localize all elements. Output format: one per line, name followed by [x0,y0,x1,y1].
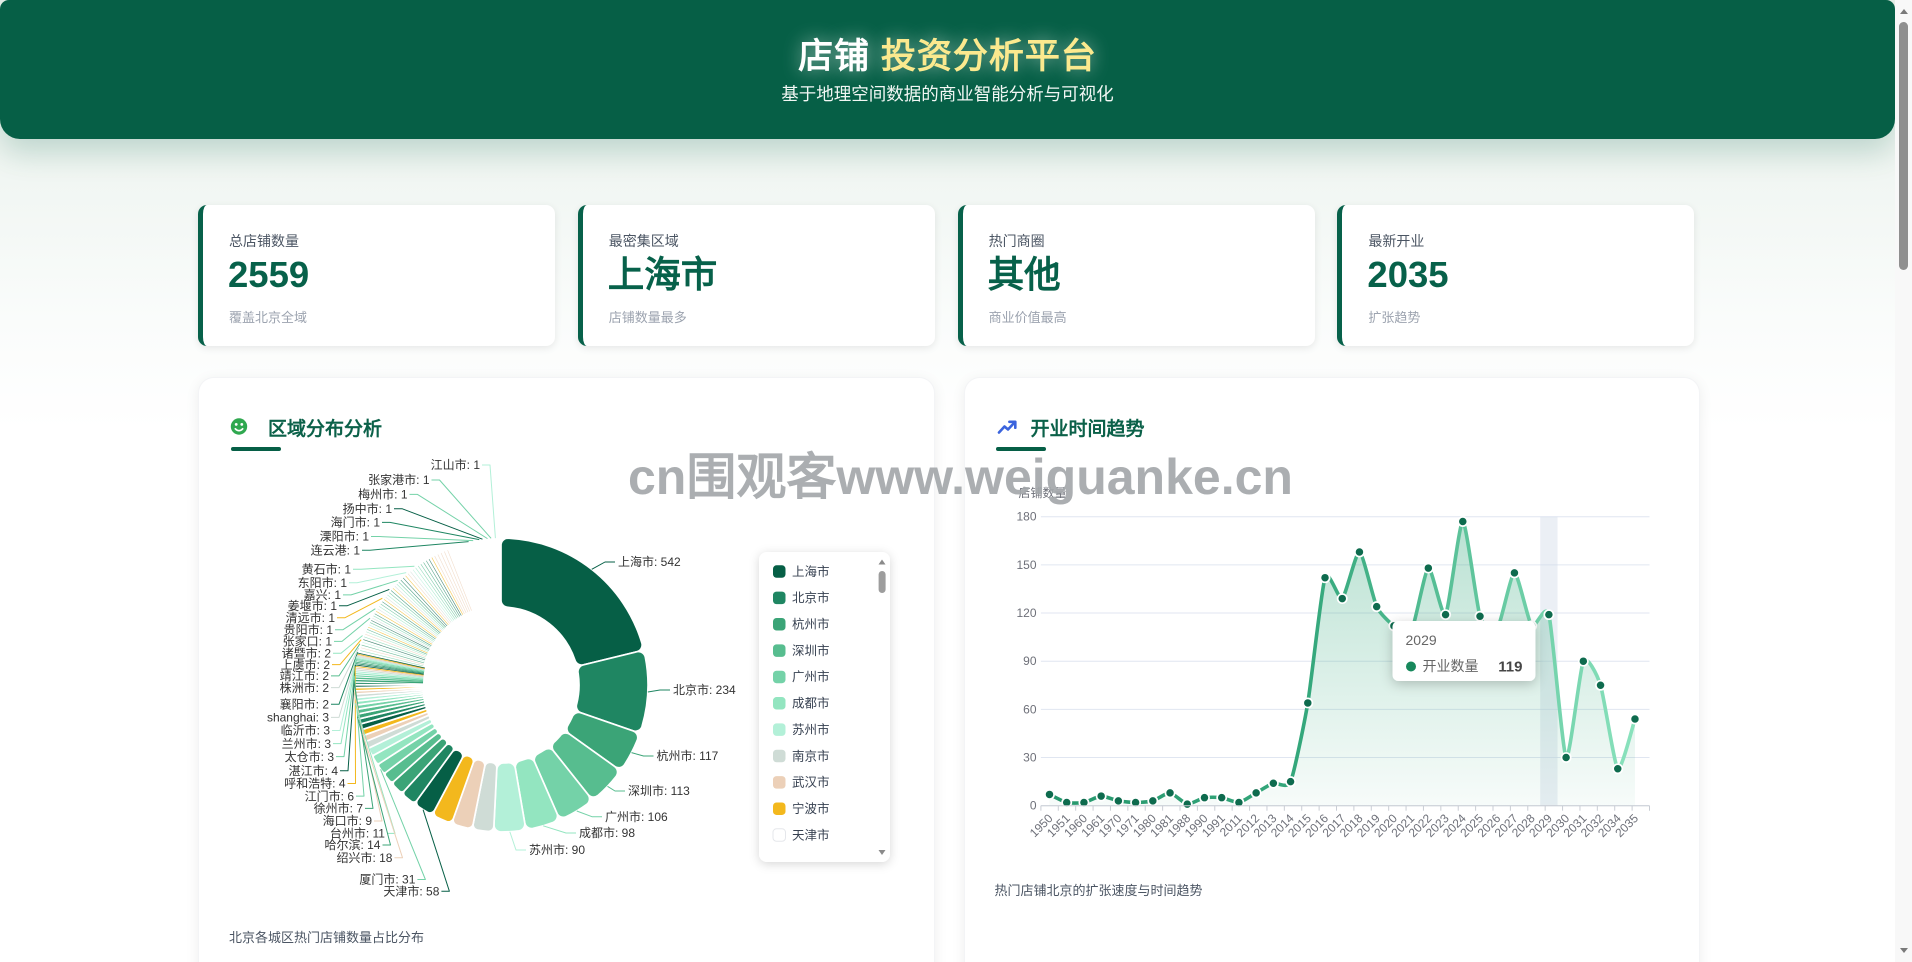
svg-text:南京市: 南京市 [792,748,830,763]
svg-text:180: 180 [1016,510,1036,524]
svg-text:张家口: 1: 张家口: 1 [283,634,333,649]
svg-text:90: 90 [1023,654,1037,668]
svg-text:30: 30 [1023,751,1037,765]
svg-text:深圳市: 113: 深圳市: 113 [628,783,690,798]
svg-text:深圳市: 深圳市 [792,643,830,658]
svg-text:店铺数量: 店铺数量 [1018,485,1066,500]
svg-text:2029: 2029 [1405,632,1436,648]
svg-text:徐州市: 7: 徐州市: 7 [314,801,364,816]
svg-text:120: 120 [1016,606,1036,620]
svg-text:0: 0 [1029,799,1036,813]
svg-text:杭州市: 杭州市 [792,617,830,632]
svg-text:溧阳市: 1: 溧阳市: 1 [320,529,370,544]
svg-text:上海市: 542: 上海市: 542 [618,554,681,569]
svg-text:清远市: 1: 清远市: 1 [286,610,336,625]
svg-text:shanghai: 3: shanghai: 3 [267,711,329,725]
svg-text:哈尔滨: 14: 哈尔滨: 14 [324,837,380,852]
svg-text:贵阳市: 1: 贵阳市: 1 [284,622,334,637]
svg-text:诸暨市: 2: 诸暨市: 2 [282,646,332,661]
svg-text:厦门市: 31: 厦门市: 31 [359,872,415,887]
svg-text:海口市: 9: 海口市: 9 [323,813,373,828]
svg-text:开业数量: 开业数量 [1422,658,1478,674]
svg-text:嘉兴: 1: 嘉兴: 1 [304,588,342,602]
svg-text:海门市: 1: 海门市: 1 [331,515,381,530]
svg-text:苏州市: 90: 苏州市: 90 [529,842,585,857]
svg-text:梅州市: 1: 梅州市: 1 [358,487,408,502]
svg-text:江山市: 1: 江山市: 1 [431,457,481,472]
svg-text:北京市: 北京市 [792,590,830,605]
svg-text:成都市: 98: 成都市: 98 [579,825,635,840]
svg-text:东阳市: 1: 东阳市: 1 [298,575,348,590]
svg-text:株洲市: 2: 株洲市: 2 [280,680,330,695]
svg-text:上虞市: 2: 上虞市: 2 [281,657,331,672]
svg-text:绍兴市: 18: 绍兴市: 18 [336,850,392,865]
svg-text:兰州市: 3: 兰州市: 3 [282,736,332,751]
svg-text:靖江市: 2: 靖江市: 2 [280,668,330,683]
svg-text:呼和浩特: 4: 呼和浩特: 4 [284,776,346,791]
svg-text:天津市: 天津市 [792,827,830,842]
svg-text:60: 60 [1023,702,1037,716]
svg-text:武汉市: 武汉市 [792,775,830,790]
svg-text:湛江市: 4: 湛江市: 4 [289,763,339,778]
svg-text:连云港: 1: 连云港: 1 [311,542,361,557]
svg-text:姜堰市: 1: 姜堰市: 1 [288,598,338,613]
svg-text:杭州市: 117: 杭州市: 117 [657,748,719,763]
svg-text:150: 150 [1016,558,1036,572]
svg-text:119: 119 [1498,659,1522,676]
svg-text:临沂市: 3: 临沂市: 3 [281,723,331,738]
svg-text:太仓市: 3: 太仓市: 3 [285,749,335,764]
svg-text:成都市: 成都市 [792,696,830,711]
svg-text:宁波市: 宁波市 [792,801,830,816]
svg-text:江门市: 6: 江门市: 6 [305,788,355,803]
svg-text:扬中市: 1: 扬中市: 1 [343,501,393,516]
svg-text:襄阳市: 2: 襄阳市: 2 [280,697,330,712]
svg-text:苏州市: 苏州市 [792,722,830,737]
svg-text:北京市: 234: 北京市: 234 [673,682,736,697]
svg-text:上海市: 上海市 [792,564,830,579]
svg-text:广州市: 广州市 [792,669,830,684]
svg-text:广州市: 106: 广州市: 106 [605,809,668,824]
svg-text:天津市: 58: 天津市: 58 [383,884,439,899]
svg-text:台州市: 11: 台州市: 11 [330,826,385,841]
svg-text:黄石市: 1: 黄石市: 1 [302,561,352,576]
svg-text:张家港市: 1: 张家港市: 1 [368,472,430,487]
